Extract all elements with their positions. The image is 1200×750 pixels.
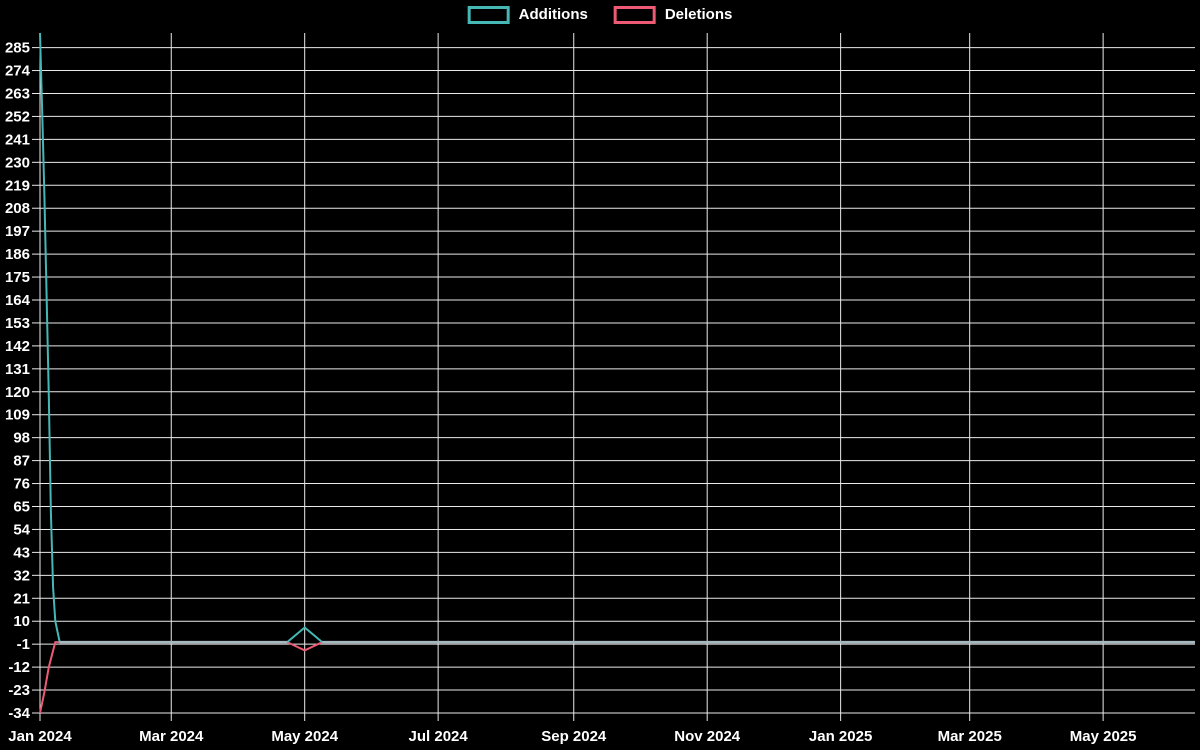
x-tick-label: May 2025 [1070,728,1137,745]
axis-labels: -34 -23 -12 -1 10 21 32 43 54 65 76 87 98 109 120 131 14… [5,40,1137,745]
y-tick-label: 153 [5,315,30,332]
y-tick-label: 76 [13,476,30,493]
y-tick-label: 131 [5,361,30,378]
chart-legend: Additions Deletions [467,5,733,24]
deletions-swatch-icon [613,5,656,24]
y-tick-label: 164 [5,292,31,309]
y-tick-label: 43 [13,544,30,561]
y-tick-label: -1 [17,636,30,653]
x-tick-label: Mar 2025 [938,728,1002,745]
y-tick-label: 21 [13,590,30,607]
y-tick-label: 219 [5,177,30,194]
legend-label-deletions: Deletions [664,6,733,23]
y-tick-label: -12 [8,659,30,676]
y-tick-label: 263 [5,85,30,102]
legend-item-additions[interactable]: Additions [467,5,588,24]
y-tick-label: 10 [13,613,30,630]
y-tick-label: 241 [5,131,30,148]
y-tick-label: 197 [5,223,30,240]
x-tick-label: May 2024 [271,728,338,745]
y-tick-label: 175 [5,269,30,286]
y-tick-label: 208 [5,200,30,217]
y-tick-label: -23 [8,682,30,699]
x-tick-label: Nov 2024 [674,728,741,745]
y-tick-label: 230 [5,154,30,171]
x-tick-label: Mar 2024 [139,728,204,745]
y-tick-label: 54 [13,521,30,538]
additions-swatch-icon [467,5,510,24]
y-tick-label: 252 [5,108,30,125]
legend-item-deletions[interactable]: Deletions [613,5,733,24]
y-tick-label: 65 [13,498,30,515]
y-tick-label: 142 [5,338,30,355]
y-tick-label: 32 [13,567,30,584]
series-line-deletions [39,641,1195,714]
y-tick-label: 120 [5,384,30,401]
x-tick-label: Jul 2024 [409,728,469,745]
y-tick-label: 285 [5,40,30,57]
x-tick-label: Jan 2025 [809,728,872,745]
legend-label-additions: Additions [518,6,588,23]
y-tick-label: 109 [5,407,30,424]
x-tick-label: Jan 2024 [8,728,72,745]
x-tick-label: Sep 2024 [541,728,607,745]
grid [32,33,1195,721]
y-tick-label: 87 [13,453,30,470]
series-line-additions [39,32,1195,644]
y-tick-label: -34 [8,705,30,722]
y-tick-label: 274 [5,63,31,80]
y-tick-label: 98 [13,430,30,447]
y-tick-label: 186 [5,246,30,263]
